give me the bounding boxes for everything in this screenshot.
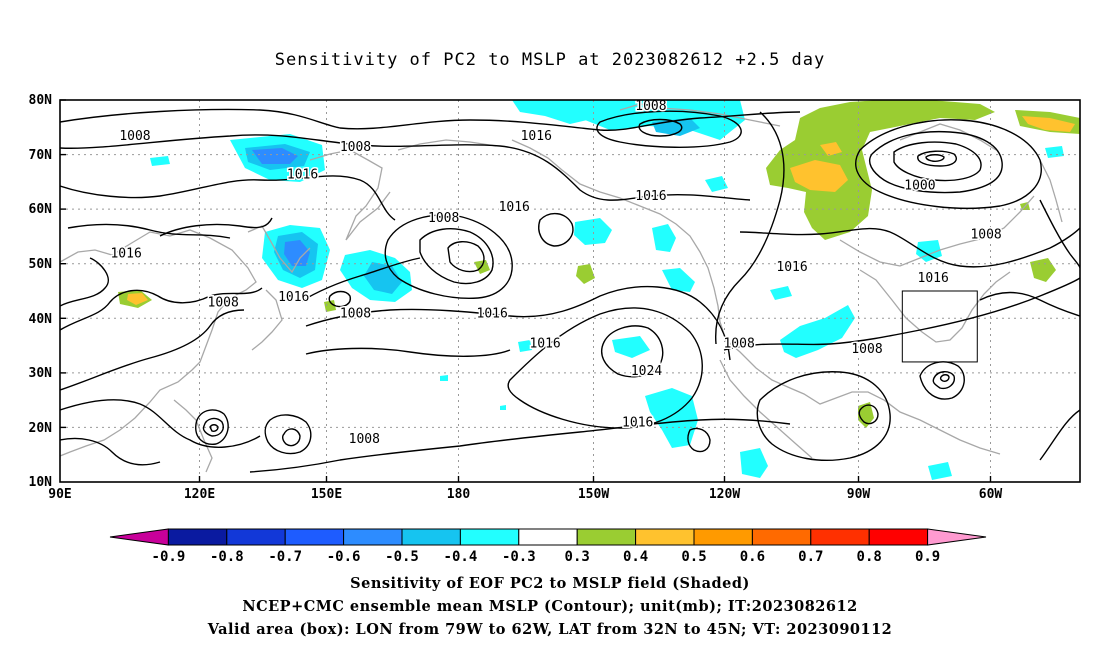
- colorbar-label: 0.9: [915, 549, 940, 565]
- lon-label: 150W: [578, 487, 609, 502]
- colorbar-swatch: [868, 528, 929, 546]
- plot-frame: [59, 99, 1081, 483]
- contour-label: 1016: [499, 200, 530, 215]
- colorbar-label: -0.6: [327, 549, 361, 565]
- contour-label: 1000: [904, 178, 935, 193]
- colorbar-swatch: [518, 528, 578, 546]
- contour-label: 1016: [521, 129, 552, 144]
- lon-label: 90E: [48, 487, 71, 502]
- colorbar-swatch: [751, 528, 812, 546]
- valid-area-box: [901, 290, 978, 363]
- lon-label: 120W: [709, 487, 740, 502]
- colorbar-swatch: [459, 528, 520, 546]
- caption-valid-area: Valid area (box): LON from 79W to 62W, L…: [207, 621, 893, 638]
- contour-label: 1008: [208, 296, 239, 311]
- caption-shading: Sensitivity of EOF PC2 to MSLP field (Sh…: [350, 575, 750, 592]
- shade-positive-04: [127, 116, 1075, 305]
- colorbar-labels: -0.9 -0.8 -0.7 -0.6 -0.5 -0.4 -0.3 0.3 0.4 0.5 0.6…: [152, 549, 941, 565]
- contour-label: 1008: [723, 337, 754, 352]
- contour-label: 1016: [622, 416, 653, 431]
- colorbar-label: -0.3: [502, 549, 536, 565]
- contour-label: 1016: [776, 260, 807, 275]
- map-title: Sensitivity of PC2 to MSLP at 2023082612…: [274, 50, 826, 70]
- contour-label: 1008: [119, 129, 150, 144]
- contour-label: 1016: [918, 271, 949, 286]
- lon-axis: 90E 120E 150E 180 150W 120W 90W 60W: [48, 487, 1002, 502]
- colorbar-label: 0.5: [681, 549, 706, 565]
- contour-label: 1024: [631, 364, 662, 379]
- contour-label: 1016: [635, 189, 666, 204]
- contour-label: 1008: [428, 211, 459, 226]
- colorbar-swatch: [343, 528, 403, 546]
- coastlines: [60, 103, 1063, 473]
- colorbar-swatch: [576, 528, 637, 546]
- lat-label: 30N: [29, 366, 53, 381]
- colorbar-label: -0.5: [385, 549, 419, 565]
- contour-label: 1008: [349, 432, 380, 447]
- lat-label: 20N: [29, 421, 53, 436]
- contour-label: 1016: [529, 337, 560, 352]
- colorbar-label: 0.7: [798, 549, 823, 565]
- contour-label: 1008: [340, 140, 371, 155]
- colorbar: [109, 528, 987, 546]
- axis-ticks: [60, 99, 992, 482]
- grid-lines: [60, 100, 1080, 482]
- lat-axis: 80N 70N 60N 50N 40N 30N 20N 10N: [29, 93, 53, 490]
- colorbar-swatch: [284, 528, 345, 546]
- colorbar-swatch: [927, 528, 987, 546]
- colorbar-label: 0.4: [623, 549, 648, 565]
- colorbar-swatch: [810, 528, 870, 546]
- colorbar-label: -0.7: [268, 549, 302, 565]
- lat-label: 70N: [29, 148, 53, 163]
- colorbar-label: -0.9: [152, 549, 186, 565]
- contour-label: 1008: [851, 342, 882, 357]
- contour-label: 1016: [287, 167, 318, 182]
- colorbar-label: -0.8: [210, 549, 244, 565]
- lat-label: 60N: [29, 202, 53, 217]
- colorbar-label: 0.3: [565, 549, 590, 565]
- lon-label: 90W: [847, 487, 871, 502]
- lon-label: 120E: [184, 487, 215, 502]
- colorbar-swatch: [635, 528, 695, 546]
- caption-contour: NCEP+CMC ensemble mean MSLP (Contour); u…: [242, 598, 858, 615]
- colorbar-swatch: [167, 528, 228, 546]
- mslp-contours: [60, 108, 1080, 473]
- contour-label: 1016: [110, 247, 141, 262]
- contour-label: 1008: [970, 227, 1001, 242]
- colorbar-swatch: [693, 528, 753, 546]
- colorbar-label: -0.4: [444, 549, 478, 565]
- lon-label: 60W: [979, 487, 1003, 502]
- lat-label: 40N: [29, 312, 53, 327]
- lat-label: 80N: [29, 93, 53, 108]
- shade-negative-05: [252, 148, 310, 266]
- sensitivity-shading: [118, 100, 1080, 480]
- contour-label: 1008: [635, 99, 666, 114]
- contour-label: 1008: [340, 307, 371, 322]
- colorbar-label: 0.6: [740, 549, 765, 565]
- colorbar-swatch: [401, 528, 461, 546]
- contour-labels: 1008 1008 1016 1016 1008 1016 1016 1008 1000 1016…: [109, 98, 1003, 449]
- colorbar-swatch: [109, 528, 169, 546]
- lat-label: 10N: [29, 475, 53, 490]
- lat-label: 50N: [29, 257, 53, 272]
- contour-label: 1016: [278, 290, 309, 305]
- colorbar-swatch: [226, 528, 286, 546]
- colorbar-label: 0.8: [857, 549, 882, 565]
- contour-label: 1016: [477, 307, 508, 322]
- lon-label: 180: [447, 487, 471, 502]
- lon-label: 150E: [311, 487, 342, 502]
